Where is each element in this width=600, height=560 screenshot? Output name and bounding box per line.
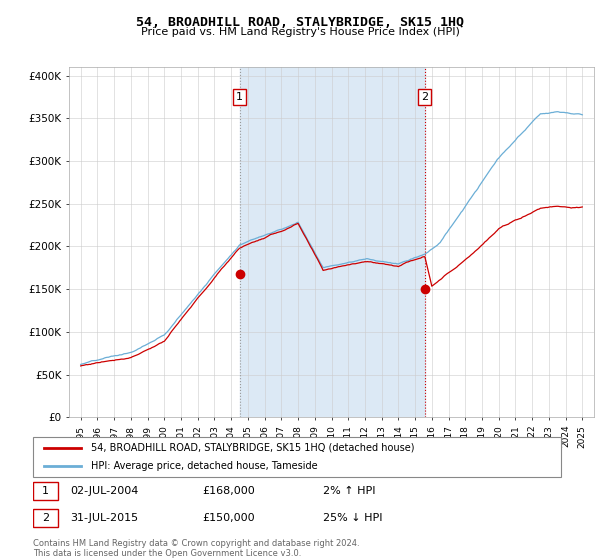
Text: £150,000: £150,000 [202, 513, 254, 523]
Bar [33, 482, 58, 500]
Text: 1: 1 [42, 486, 49, 496]
Text: £168,000: £168,000 [202, 486, 255, 496]
Text: Contains HM Land Registry data © Crown copyright and database right 2024.
This d: Contains HM Land Registry data © Crown c… [33, 539, 359, 558]
Text: Price paid vs. HM Land Registry's House Price Index (HPI): Price paid vs. HM Land Registry's House … [140, 27, 460, 37]
Text: 31-JUL-2015: 31-JUL-2015 [70, 513, 138, 523]
Text: HPI: Average price, detached house, Tameside: HPI: Average price, detached house, Tame… [91, 461, 318, 471]
Text: 2: 2 [42, 513, 49, 523]
Text: 02-JUL-2004: 02-JUL-2004 [70, 486, 139, 496]
Bar [239, 67, 425, 417]
Text: 1: 1 [236, 92, 243, 102]
Text: 54, BROADHILL ROAD, STALYBRIDGE, SK15 1HQ (detached house): 54, BROADHILL ROAD, STALYBRIDGE, SK15 1H… [91, 443, 415, 452]
Bar [33, 509, 58, 527]
Text: 2% ↑ HPI: 2% ↑ HPI [323, 486, 376, 496]
Text: 2: 2 [421, 92, 428, 102]
Text: 54, BROADHILL ROAD, STALYBRIDGE, SK15 1HQ: 54, BROADHILL ROAD, STALYBRIDGE, SK15 1H… [136, 16, 464, 29]
Text: 25% ↓ HPI: 25% ↓ HPI [323, 513, 383, 523]
